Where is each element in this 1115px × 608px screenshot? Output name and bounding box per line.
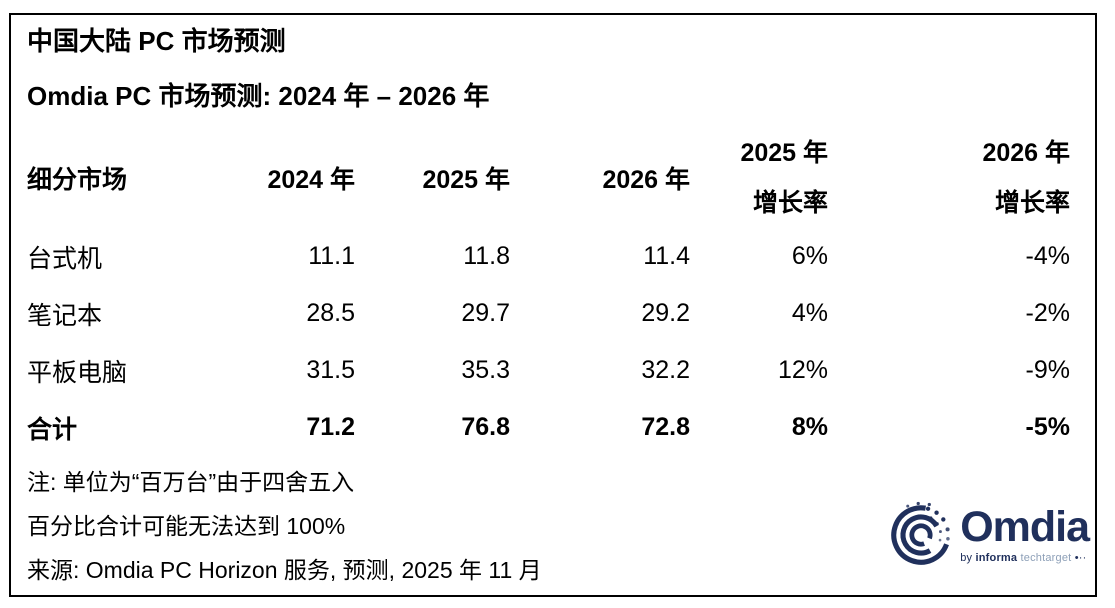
growth-2026: -5%	[1025, 413, 1070, 441]
value-2025: 76.8	[461, 413, 510, 441]
value-2026: 29.2	[641, 299, 690, 327]
omdia-logo: Omdia by informa techtarget •··	[887, 501, 1090, 569]
tagline-by: by	[960, 552, 973, 564]
header-line: 增长率	[994, 189, 1070, 217]
segment-label: 台式机	[27, 244, 103, 273]
value-2025: 29.7	[461, 299, 510, 327]
col-header-2025: 2025 年	[422, 166, 510, 194]
forecast-card: 中国大陆 PC 市场预测 Omdia PC 市场预测: 2024 年 – 202…	[9, 13, 1097, 597]
value-2026: 11.4	[643, 242, 690, 270]
header-line: 2025 年	[740, 139, 828, 167]
table-row-notebook: 笔记本 28.5 29.7 29.2 4% -2%	[27, 285, 1070, 342]
value-2025: 11.8	[463, 242, 510, 270]
footnotes: 注: 单位为“百万台”由于四舍五入 百分比合计可能无法达到 100% 来源: O…	[27, 467, 1071, 585]
col-header-2026: 2026 年	[602, 166, 690, 194]
segment-label: 平板电脑	[27, 358, 128, 387]
note-source: 来源: Omdia PC Horizon 服务, 预测, 2025 年 11 月	[27, 557, 542, 583]
tagline-techtarget: techtarget	[1020, 552, 1072, 564]
note-units: 注: 单位为“百万台”由于四舍五入	[27, 469, 355, 495]
table-row-desktop: 台式机 11.1 11.8 11.4 6% -4%	[27, 228, 1070, 285]
segment-label: 笔记本	[27, 301, 103, 330]
header-line: 2026 年	[982, 139, 1070, 167]
omdia-logo-icon	[891, 501, 951, 565]
tagline-dots-icon: •··	[1074, 552, 1087, 564]
omdia-logo-text: Omdia by informa techtarget •··	[960, 503, 1090, 565]
table-row-tablet: 平板电脑 31.5 35.3 32.2 12% -9%	[27, 342, 1070, 399]
omdia-wordmark: Omdia	[960, 503, 1090, 551]
col-header-growth-2025: 2025 年增长率	[690, 128, 828, 228]
value-2026: 32.2	[641, 356, 690, 384]
header-line: 增长率	[752, 189, 828, 217]
col-header-growth-2026: 2026 年增长率	[828, 128, 1070, 228]
growth-2025: 12%	[777, 356, 828, 384]
growth-2025: 6%	[791, 242, 828, 270]
value-2025: 35.3	[461, 356, 510, 384]
note-rounding: 百分比合计可能无法达到 100%	[27, 513, 346, 539]
growth-2026: -4%	[1025, 242, 1070, 270]
table-row-total: 合计 71.2 76.8 72.8 8% -5%	[27, 399, 1070, 456]
omdia-tagline: by informa techtarget •··	[960, 552, 1089, 564]
value-2026: 72.8	[641, 413, 690, 441]
value-2024: 71.2	[306, 413, 355, 441]
tagline-informa: informa	[975, 552, 1018, 564]
value-2024: 31.5	[306, 356, 355, 384]
value-2024: 28.5	[306, 299, 355, 327]
segment-label: 合计	[27, 415, 78, 444]
table-header-row: 细分市场 2024 年 2025 年 2026 年 2025 年增长率 2026…	[27, 128, 1070, 228]
value-2024: 11.1	[308, 242, 355, 270]
col-header-2024: 2024 年	[267, 166, 355, 194]
growth-2025: 8%	[791, 413, 828, 441]
growth-2025: 4%	[791, 299, 828, 327]
growth-2026: -2%	[1025, 299, 1070, 327]
page-title: 中国大陆 PC 市场预测	[27, 26, 286, 56]
forecast-table: 细分市场 2024 年 2025 年 2026 年 2025 年增长率 2026…	[27, 128, 1070, 456]
growth-2026: -9%	[1025, 356, 1070, 384]
page-subtitle: Omdia PC 市场预测: 2024 年 – 2026 年	[27, 81, 490, 111]
col-header-segment: 细分市场	[27, 166, 128, 194]
